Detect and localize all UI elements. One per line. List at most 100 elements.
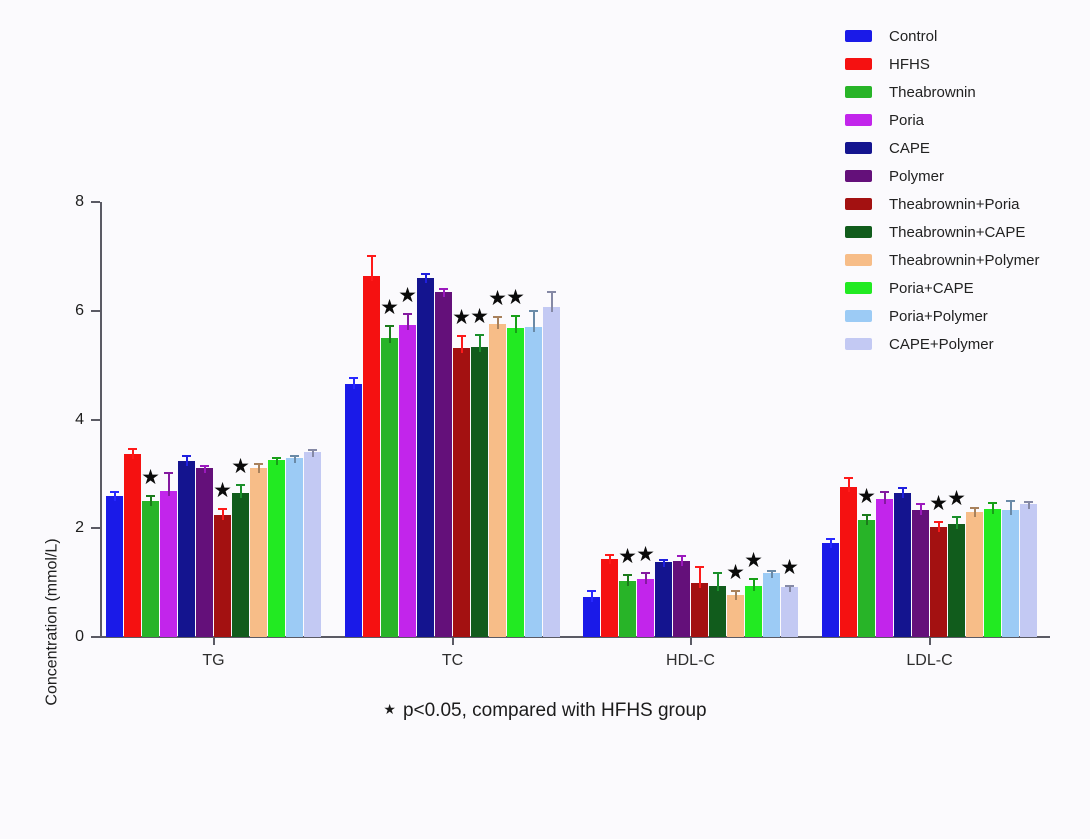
- error-bar-stem: [478, 333, 481, 353]
- y-tick-label: 0: [75, 628, 84, 645]
- significance-star-icon: ★: [213, 478, 232, 502]
- bar-group-LDL-C: ★ ★ ★: [822, 476, 1037, 637]
- legend-item-CAPE: CAPE: [845, 134, 1040, 162]
- error-bar: [826, 537, 835, 548]
- bar-CAPE-HDL-C: [655, 559, 672, 637]
- error-bar: [605, 554, 614, 564]
- bar-Poria+CAPE-HDL-C: ★: [744, 550, 763, 637]
- significance-star-icon: ★: [780, 556, 799, 580]
- legend-swatch: [845, 226, 872, 238]
- bar-group-TG: ★ ★ ★: [106, 447, 321, 637]
- error-bar: [308, 449, 317, 457]
- y-tick: [91, 527, 100, 530]
- y-tick-label: 4: [75, 410, 84, 428]
- error-bar-stem: [955, 515, 958, 529]
- error-bar-stem: [608, 554, 611, 564]
- bar-Poria+Polymer-HDL-C: [763, 570, 780, 637]
- error-bar: [785, 585, 794, 592]
- error-bar: [898, 486, 907, 499]
- bar-CAPE-TC: [417, 272, 434, 637]
- error-bar-stem: [937, 521, 940, 532]
- bar-Control-TG: [106, 491, 123, 637]
- error-bar-stem: [293, 454, 296, 463]
- legend-label: Control: [889, 27, 938, 45]
- significance-footnote: ★ p<0.05, compared with HFHS group: [0, 700, 1090, 722]
- error-bar-stem: [865, 514, 868, 525]
- significance-star-icon: ★: [636, 543, 655, 567]
- legend-label: Poria+CAPE: [889, 279, 974, 297]
- bar-HFHS-TC: [363, 255, 380, 637]
- bar-Theabrownin-LDL-C: ★: [857, 486, 876, 637]
- legend-label: Polymer: [889, 167, 945, 185]
- legend-item-Poria+Polymer: Poria+Polymer: [845, 302, 1040, 330]
- bar-Theabrownin+Polymer-LDL-C: [966, 507, 983, 637]
- error-bar: [659, 559, 668, 567]
- error-bar-stem: [514, 314, 517, 334]
- bar-Theabrownin+CAPE-LDL-C: ★: [947, 488, 966, 637]
- error-bar-stem: [973, 507, 976, 518]
- error-bar-stem: [311, 449, 314, 457]
- error-bar: [385, 324, 394, 344]
- legend-swatch: [845, 86, 872, 98]
- error-bar: [916, 503, 925, 515]
- legend-label: Poria: [889, 111, 925, 129]
- significance-footnote-text: p<0.05, compared with HFHS group: [402, 700, 707, 721]
- significance-star-icon: ★: [506, 285, 525, 309]
- error-bar-stem: [662, 559, 665, 567]
- category-label-TG: TG: [202, 652, 225, 669]
- x-tick: [689, 638, 692, 645]
- y-tick: [91, 201, 100, 203]
- error-bar: [164, 471, 173, 496]
- error-bar: [200, 465, 209, 474]
- error-bar: [677, 555, 686, 566]
- significance-star-icon: ★: [857, 485, 876, 509]
- error-bar: [110, 491, 119, 501]
- error-bar-stem: [131, 447, 134, 460]
- error-bar: [1024, 500, 1033, 509]
- y-tick: [91, 418, 100, 421]
- bar-Theabrownin-TG: ★: [141, 467, 160, 637]
- x-axis: [100, 636, 1050, 638]
- y-tick-label: 6: [75, 301, 84, 319]
- error-bar: [713, 572, 722, 591]
- bar-Poria+Polymer-LDL-C: [1002, 499, 1019, 637]
- star-icon: ★: [383, 701, 396, 717]
- legend-item-HFHS: HFHS: [845, 50, 1040, 78]
- significance-star-icon: ★: [141, 466, 160, 490]
- legend: Control HFHS Theabrownin Poria CAPE Polymer Th…: [845, 22, 1040, 358]
- error-bar: [587, 590, 596, 602]
- significance-star-icon: ★: [380, 295, 399, 319]
- error-bar: [218, 507, 227, 520]
- legend-item-Poria+CAPE: Poria+CAPE: [845, 274, 1040, 302]
- bar-Theabrownin-TC: ★: [380, 297, 399, 637]
- legend-label: Theabrownin+CAPE: [889, 223, 1026, 241]
- error-bar-stem: [460, 334, 463, 354]
- bar-Theabrownin+Polymer-HDL-C: ★: [726, 562, 745, 637]
- x-tick: [928, 638, 931, 645]
- bar-HFHS-LDL-C: [840, 476, 857, 637]
- error-bar-stem: [496, 316, 499, 330]
- error-bar-stem: [221, 507, 224, 520]
- significance-star-icon: ★: [231, 454, 250, 478]
- error-bar-stem: [901, 486, 904, 499]
- y-tick: [91, 309, 100, 312]
- bar-CAPE+Polymer-TC: [543, 290, 560, 637]
- error-bar: [970, 507, 979, 518]
- legend-label: Theabrownin: [889, 83, 976, 101]
- error-bar: [767, 570, 776, 578]
- bar-CAPE-LDL-C: [894, 486, 911, 637]
- bar-Theabrownin+Polymer-TG: [250, 463, 267, 637]
- error-bar: [236, 483, 245, 499]
- y-axis: [100, 202, 102, 638]
- legend-swatch: [845, 282, 872, 294]
- error-bar: [254, 463, 263, 474]
- error-bar-stem: [883, 490, 886, 504]
- y-tick: [91, 636, 100, 638]
- bar-HFHS-TG: [124, 447, 141, 637]
- bar-Poria+Polymer-TG: [286, 454, 303, 637]
- bar-Poria+CAPE-TC: ★: [506, 287, 525, 637]
- legend-swatch: [845, 58, 872, 70]
- error-bar: [146, 495, 155, 506]
- error-bar-stem: [919, 503, 922, 515]
